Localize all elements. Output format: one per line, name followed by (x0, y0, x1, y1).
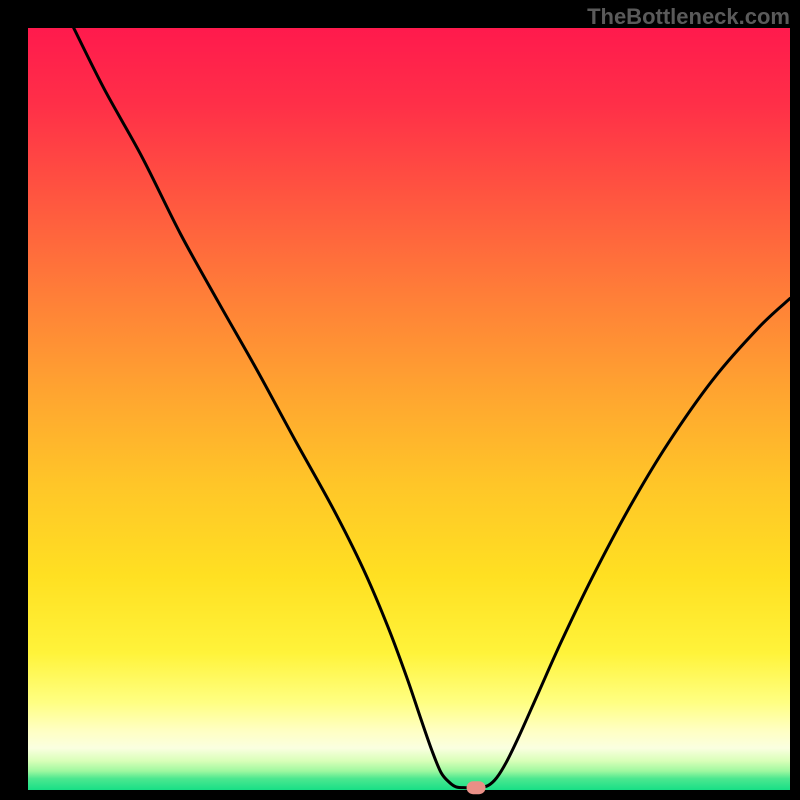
sweet-spot-marker (467, 782, 485, 794)
chart-frame: { "watermark": { "text": "TheBottleneck.… (0, 0, 800, 800)
gradient-background (28, 28, 790, 790)
bottleneck-chart (0, 0, 800, 800)
watermark-text: TheBottleneck.com (587, 4, 790, 30)
